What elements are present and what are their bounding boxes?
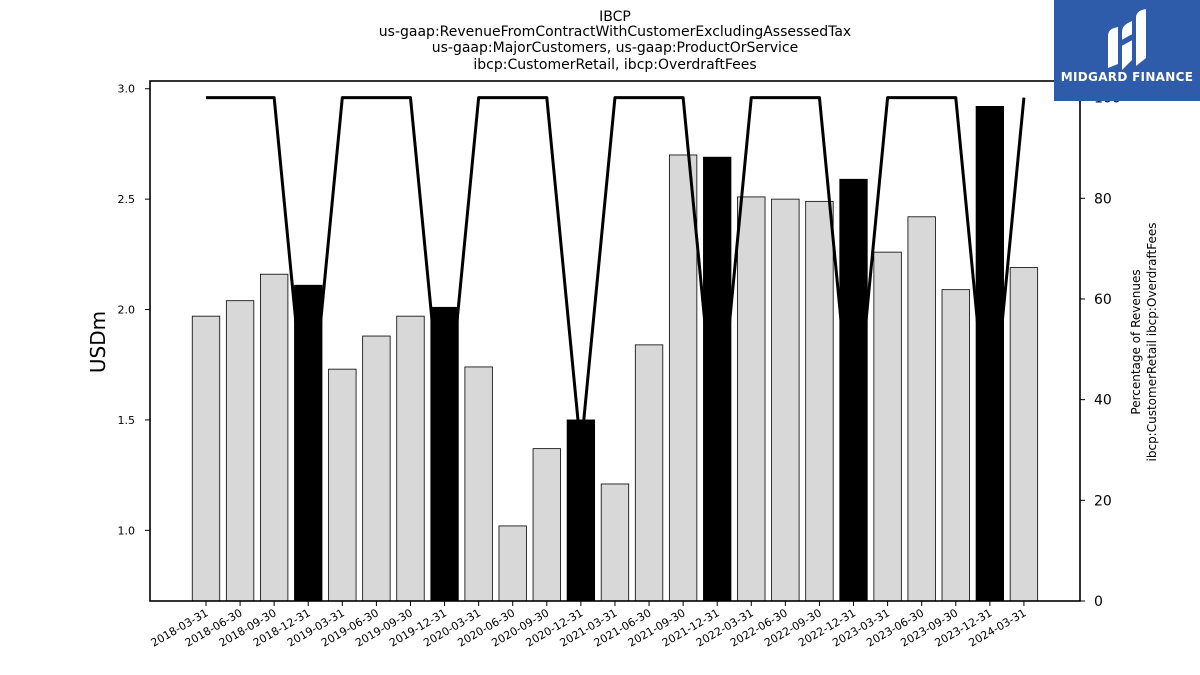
bar-2022-09-30	[805, 200, 834, 602]
midgard-finance-logo: MIDGARD FINANCE	[1054, 0, 1200, 101]
y-tick-label: 1.5	[118, 414, 136, 427]
y2-tick-label: 0	[1094, 594, 1103, 610]
bar-2023-03-31	[873, 251, 902, 602]
bar-2021-06-30	[634, 344, 664, 602]
y2-axis-label-line-1: Percentage of Revenues	[1129, 269, 1143, 414]
logo-mark-icon	[1108, 9, 1146, 70]
title-line-2: us-gaap:RevenueFromContractWithCustomerE…	[379, 24, 851, 40]
bar-2018-03-31	[191, 315, 221, 602]
y-tick-label: 3.0	[118, 83, 136, 96]
bar-2020-09-30	[532, 448, 561, 602]
bar-series	[191, 105, 1039, 602]
y2-tick-label: 80	[1094, 191, 1112, 207]
line-series	[206, 96, 1026, 452]
y-tick-label: 2.0	[118, 304, 136, 317]
axis-labels: USDm Percentage of Revenues ibcp:Custome…	[86, 223, 1159, 462]
bar-2024-03-31	[1009, 267, 1039, 602]
y-tick-label: 1.0	[118, 524, 136, 537]
y2-tick-label: 40	[1094, 393, 1112, 409]
bar-2019-03-31	[328, 368, 357, 602]
y2-axis-label-line-2: ibcp:CustomerRetail ibcp:OverdraftFees	[1145, 223, 1159, 462]
bar-2023-09-30	[941, 289, 970, 602]
bar-2019-09-30	[396, 315, 425, 602]
title-line-3: us-gaap:MajorCustomers, us-gaap:ProductO…	[432, 40, 798, 56]
bar-2018-09-30	[260, 273, 289, 602]
overdraft-percentage-line	[206, 96, 1026, 452]
title-line-4: ibcp:CustomerRetail, ibcp:OverdraftFees	[473, 57, 756, 73]
y-tick-label: 2.5	[118, 193, 136, 206]
y2-tick-label: 20	[1094, 493, 1112, 509]
bar-2021-12-31	[703, 156, 732, 602]
y2-tick-label: 60	[1094, 292, 1112, 308]
bar-2022-03-31	[737, 196, 766, 602]
title-line-1: IBCP	[599, 9, 631, 25]
bar-2023-06-30	[907, 216, 936, 602]
logo-text: MIDGARD FINANCE	[1060, 70, 1194, 84]
bar-2019-06-30	[362, 335, 391, 602]
bar-2020-06-30	[498, 525, 527, 602]
bar-2021-09-30	[668, 154, 698, 602]
bar-2022-06-30	[771, 198, 800, 602]
y-axis-label: USDm	[86, 311, 110, 373]
bar-2022-12-31	[839, 178, 868, 602]
bar-2018-06-30	[225, 300, 255, 602]
chart-title: IBCP us-gaap:RevenueFromContractWithCust…	[379, 9, 851, 73]
bar-2020-03-31	[464, 366, 493, 602]
bar-2021-03-31	[600, 483, 630, 602]
